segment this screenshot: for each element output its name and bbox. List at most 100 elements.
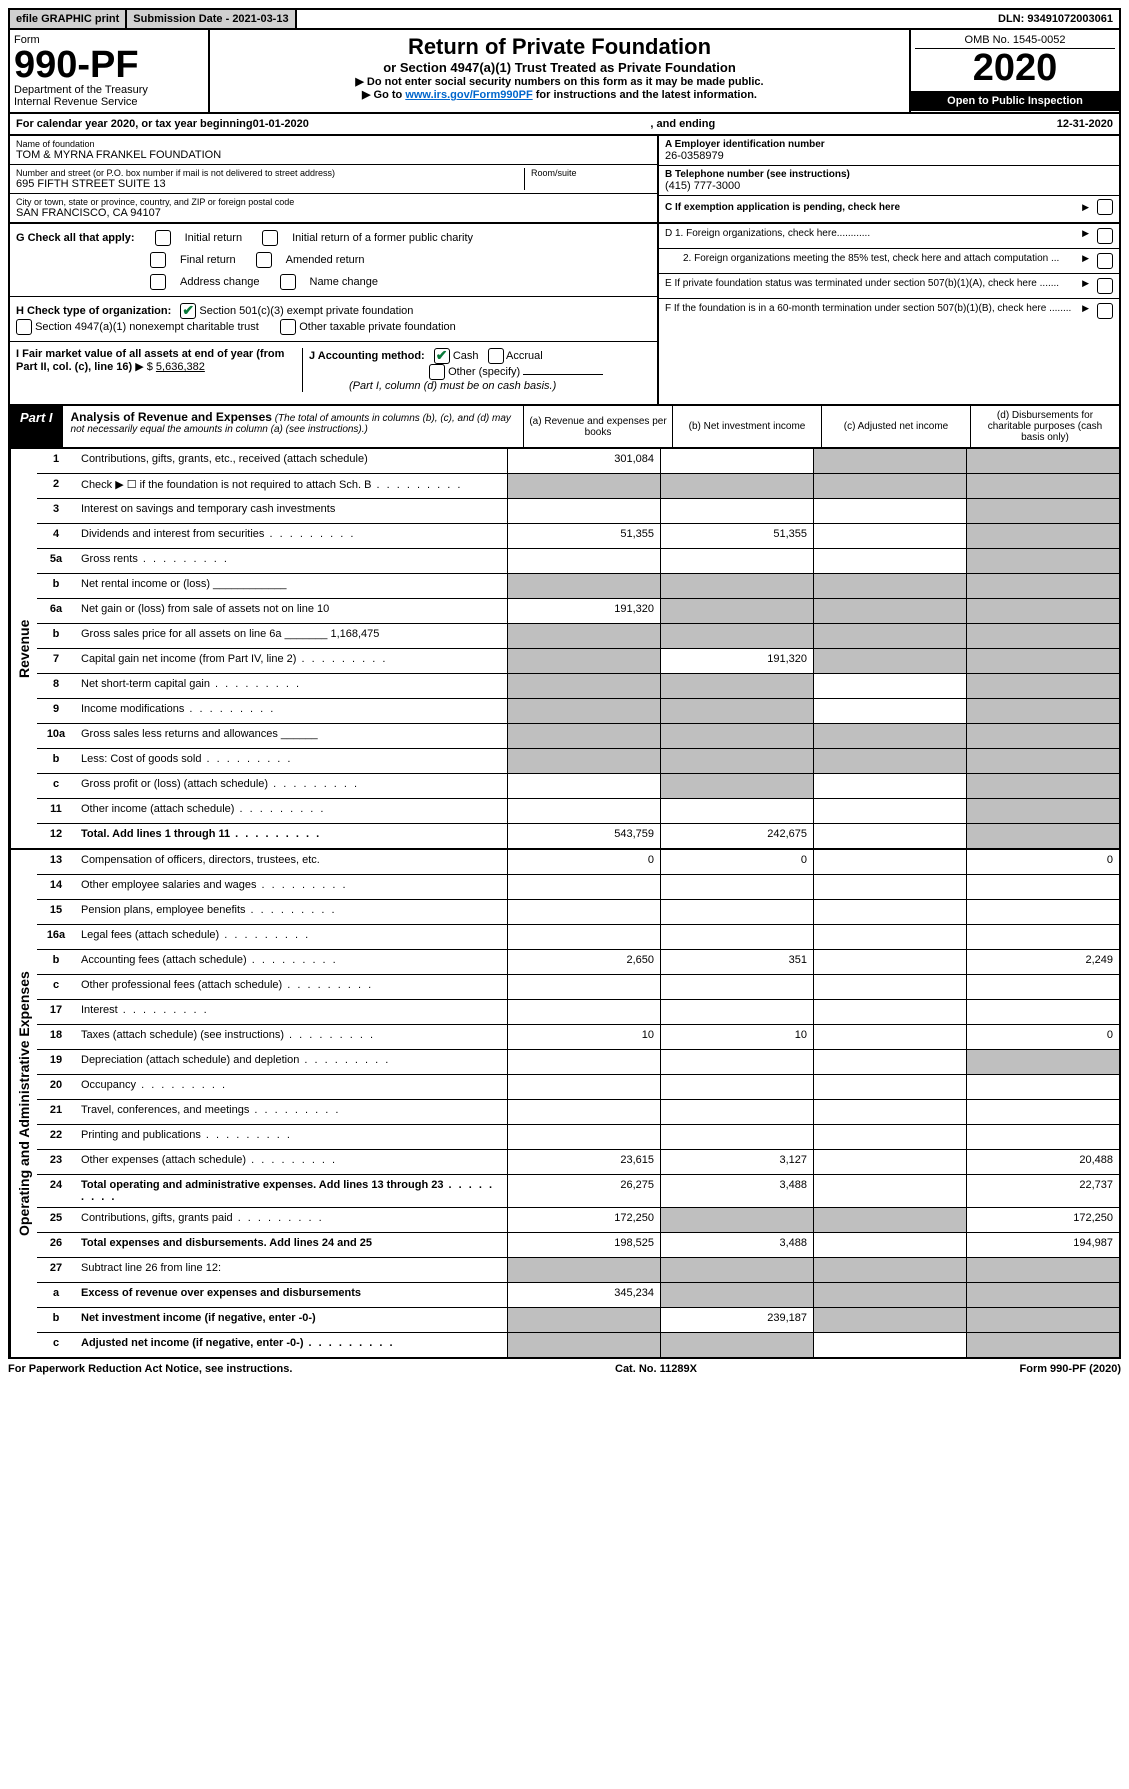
d1-checkbox[interactable] [1097,228,1113,244]
cell-c [813,599,966,623]
amended-checkbox[interactable] [256,252,272,268]
row-number: 14 [37,875,75,899]
cash-checkbox[interactable] [434,348,450,364]
cell-c [813,449,966,473]
j-accrual: Accrual [506,350,543,362]
cell-a: 172,250 [507,1208,660,1232]
row-number: 22 [37,1125,75,1149]
cell-dd [966,1333,1119,1357]
cell-c [813,574,966,598]
cell-c [813,1233,966,1257]
cell-c [813,1075,966,1099]
name-change-checkbox[interactable] [280,274,296,290]
instruct-1: ▶ Do not enter social security numbers o… [218,75,901,88]
cell-c [813,624,966,648]
header-right: OMB No. 1545-0052 2020 Open to Public In… [909,30,1119,112]
cell-a [507,1308,660,1332]
cell-a: 191,320 [507,599,660,623]
cell-dd [966,1258,1119,1282]
cell-a [507,724,660,748]
final-checkbox[interactable] [150,252,166,268]
cell-b [660,674,813,698]
sec501-checkbox[interactable] [180,303,196,319]
row-number: b [37,1308,75,1332]
col-c-head: (c) Adjusted net income [821,406,970,447]
other-tax-checkbox[interactable] [280,319,296,335]
cell-c [813,1125,966,1149]
cell-dd: 2,249 [966,950,1119,974]
table-row: 4Dividends and interest from securities5… [37,524,1119,549]
efile-print-btn[interactable]: efile GRAPHIC print [10,10,127,28]
foundation-name-cell: Name of foundation TOM & MYRNA FRANKEL F… [10,136,657,165]
sec4947-checkbox[interactable] [16,319,32,335]
arrow-icon [1082,202,1091,213]
cell-dd [966,774,1119,798]
accrual-checkbox[interactable] [488,348,504,364]
cell-c [813,649,966,673]
cell-c [813,900,966,924]
part1-title: Analysis of Revenue and Expenses [71,410,272,424]
row-number: 6a [37,599,75,623]
table-row: 15Pension plans, employee benefits [37,900,1119,925]
row-number: c [37,1333,75,1357]
row-desc: Net short-term capital gain [75,674,507,698]
c-checkbox[interactable] [1097,199,1113,215]
cal-mid: , and ending [309,118,1057,130]
cell-dd [966,975,1119,999]
cell-a: 10 [507,1025,660,1049]
revenue-rows: 1Contributions, gifts, grants, etc., rec… [37,449,1119,848]
f-checkbox[interactable] [1097,303,1113,319]
city: SAN FRANCISCO, CA 94107 [16,207,651,219]
cell-a [507,975,660,999]
cell-a [507,474,660,498]
row-desc: Occupancy [75,1075,507,1099]
col-a-head: (a) Revenue and expenses per books [523,406,672,447]
cell-a [507,1075,660,1099]
cell-dd [966,574,1119,598]
g-label: G Check all that apply: [16,232,135,244]
g-initial-former: Initial return of a former public charit… [292,232,473,244]
col-d-head: (d) Disbursements for charitable purpose… [970,406,1119,447]
row-desc: Dividends and interest from securities [75,524,507,548]
d2-checkbox[interactable] [1097,253,1113,269]
row-number: c [37,975,75,999]
initial-checkbox[interactable] [155,230,171,246]
table-row: aExcess of revenue over expenses and dis… [37,1283,1119,1308]
row-number: 24 [37,1175,75,1207]
arrow-icon [1082,228,1091,239]
table-row: 6aNet gain or (loss) from sale of assets… [37,599,1119,624]
row-desc: Capital gain net income (from Part IV, l… [75,649,507,673]
table-row: bGross sales price for all assets on lin… [37,624,1119,649]
cell-a [507,1258,660,1282]
table-row: 5aGross rents [37,549,1119,574]
address-change-checkbox[interactable] [150,274,166,290]
row-number: 27 [37,1258,75,1282]
cell-c [813,1333,966,1357]
row-desc: Other expenses (attach schedule) [75,1150,507,1174]
row-number: 9 [37,699,75,723]
row-number: 18 [37,1025,75,1049]
table-row: 12Total. Add lines 1 through 11543,75924… [37,824,1119,848]
row-desc: Net gain or (loss) from sale of assets n… [75,599,507,623]
cell-c [813,549,966,573]
form-link[interactable]: www.irs.gov/Form990PF [405,89,532,101]
header-center: Return of Private Foundation or Section … [210,30,909,112]
revenue-table: Revenue 1Contributions, gifts, grants, e… [8,449,1121,850]
cell-c [813,950,966,974]
cell-a [507,1333,660,1357]
cell-dd [966,1050,1119,1074]
cell-dd [966,674,1119,698]
footer: For Paperwork Reduction Act Notice, see … [8,1359,1121,1379]
e-checkbox[interactable] [1097,278,1113,294]
initial-former-checkbox[interactable] [262,230,278,246]
cell-dd [966,900,1119,924]
cell-b [660,1258,813,1282]
arrow-icon [1082,303,1091,314]
table-row: bNet investment income (if negative, ent… [37,1308,1119,1333]
other-spec-checkbox[interactable] [429,364,445,380]
row-desc: Gross rents [75,549,507,573]
addr-label: Number and street (or P.O. box number if… [16,168,524,178]
instruct2-pre: ▶ Go to [362,89,405,101]
cell-c [813,1258,966,1282]
right-checks: D 1. Foreign organizations, check here..… [657,224,1119,404]
